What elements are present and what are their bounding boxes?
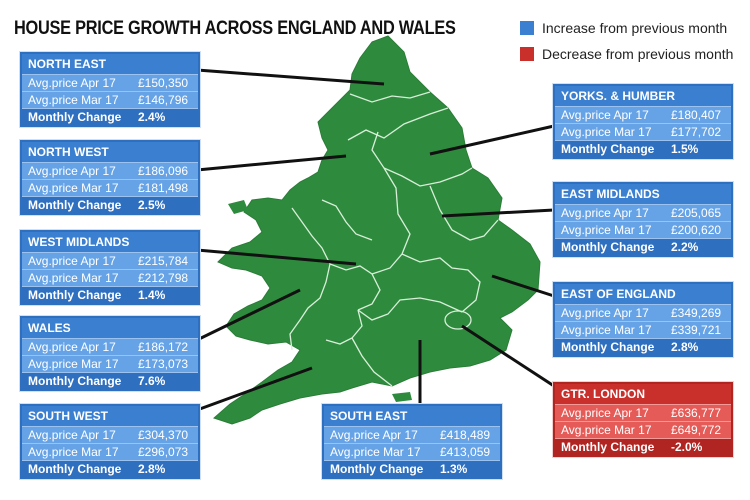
monthly-change: 2.2% bbox=[671, 240, 699, 254]
region-name: GTR. LONDON bbox=[561, 387, 645, 401]
mar-price: £296,073 bbox=[138, 445, 189, 459]
change-label: Monthly Change bbox=[561, 340, 655, 354]
monthly-change: 1.5% bbox=[671, 142, 699, 156]
mar-label: Avg.price Mar 17 bbox=[28, 357, 119, 371]
legend-increase: Increase from previous month bbox=[520, 20, 727, 36]
region-name: NORTH WEST bbox=[28, 145, 109, 159]
apr-price: £349,269 bbox=[671, 306, 722, 320]
legend-decrease-swatch bbox=[520, 47, 534, 61]
apr-price: £215,784 bbox=[138, 254, 189, 268]
region-card-east-midlands: EAST MIDLANDS Avg.price Apr 17 £205,065 A… bbox=[553, 182, 733, 257]
mar-price: £181,498 bbox=[138, 181, 189, 195]
leader-lines bbox=[196, 68, 555, 412]
apr-label: Avg.price Apr 17 bbox=[28, 76, 116, 90]
mar-price: £339,721 bbox=[671, 323, 722, 337]
change-label: Monthly Change bbox=[330, 462, 424, 476]
monthly-change: 2.5% bbox=[138, 198, 166, 212]
apr-price: £418,489 bbox=[440, 428, 491, 442]
region-card-east-of-england: EAST OF ENGLAND Avg.price Apr 17 £349,269… bbox=[553, 282, 733, 357]
monthly-change: 2.8% bbox=[138, 462, 166, 476]
apr-price: £205,065 bbox=[671, 206, 722, 220]
change-label: Monthly Change bbox=[28, 374, 122, 388]
region-name: SOUTH EAST bbox=[330, 409, 408, 423]
change-label: Monthly Change bbox=[28, 288, 122, 302]
change-label: Monthly Change bbox=[28, 198, 122, 212]
change-label: Monthly Change bbox=[561, 142, 655, 156]
monthly-change: 7.6% bbox=[138, 374, 166, 388]
mar-price: £200,620 bbox=[671, 223, 722, 237]
change-label: Monthly Change bbox=[28, 110, 122, 124]
map-isle-of-wight bbox=[392, 392, 412, 402]
mar-label: Avg.price Mar 17 bbox=[28, 181, 119, 195]
mar-label: Avg.price Mar 17 bbox=[28, 271, 119, 285]
region-card-south-east: SOUTH EAST Avg.price Apr 17 £418,489 Avg.… bbox=[322, 404, 502, 479]
mar-label: Avg.price Mar 17 bbox=[28, 445, 119, 459]
region-name: EAST MIDLANDS bbox=[561, 187, 660, 201]
apr-price: £186,096 bbox=[138, 164, 189, 178]
apr-price: £304,370 bbox=[138, 428, 189, 442]
legend-decrease-label: Decrease from previous month bbox=[542, 46, 734, 62]
apr-price: £150,350 bbox=[138, 76, 189, 90]
apr-label: Avg.price Apr 17 bbox=[28, 254, 116, 268]
region-name: NORTH EAST bbox=[28, 57, 106, 71]
mar-label: Avg.price Mar 17 bbox=[28, 93, 119, 107]
map-anglesey bbox=[228, 200, 248, 214]
region-name: EAST OF ENGLAND bbox=[561, 287, 676, 301]
region-card-south-west: SOUTH WEST Avg.price Apr 17 £304,370 Avg.… bbox=[20, 404, 200, 479]
legend-decrease: Decrease from previous month bbox=[520, 46, 733, 62]
mar-label: Avg.price Mar 17 bbox=[561, 323, 652, 337]
region-name: SOUTH WEST bbox=[28, 409, 108, 423]
page-title: HOUSE PRICE GROWTH ACROSS ENGLAND AND WA… bbox=[14, 18, 456, 39]
region-card-greater-london: GTR. LONDON Avg.price Apr 17 £636,777 Avg… bbox=[553, 382, 733, 457]
monthly-change: 2.4% bbox=[138, 110, 166, 124]
mar-price: £649,772 bbox=[671, 423, 722, 437]
apr-price: £180,407 bbox=[671, 108, 722, 122]
apr-label: Avg.price Apr 17 bbox=[28, 428, 116, 442]
apr-price: £186,172 bbox=[138, 340, 189, 354]
apr-label: Avg.price Apr 17 bbox=[28, 164, 116, 178]
mar-price: £146,796 bbox=[138, 93, 189, 107]
mar-price: £173,073 bbox=[138, 357, 189, 371]
region-name: YORKS. & HUMBER bbox=[561, 89, 676, 103]
legend-increase-swatch bbox=[520, 21, 534, 35]
change-label: Monthly Change bbox=[561, 240, 655, 254]
apr-price: £636,777 bbox=[671, 406, 722, 420]
mar-label: Avg.price Mar 17 bbox=[561, 223, 652, 237]
region-name: WEST MIDLANDS bbox=[28, 235, 130, 249]
mar-label: Avg.price Mar 17 bbox=[561, 423, 652, 437]
monthly-change: 2.8% bbox=[671, 340, 699, 354]
change-label: Monthly Change bbox=[561, 440, 655, 454]
mar-price: £413,059 bbox=[440, 445, 491, 459]
mar-label: Avg.price Mar 17 bbox=[330, 445, 421, 459]
monthly-change: 1.4% bbox=[138, 288, 166, 302]
region-name: WALES bbox=[28, 321, 71, 335]
region-card-yorks-humber: YORKS. & HUMBER Avg.price Apr 17 £180,407… bbox=[553, 84, 733, 159]
region-card-north-west: NORTH WEST Avg.price Apr 17 £186,096 Avg.… bbox=[20, 140, 200, 215]
mar-price: £177,702 bbox=[671, 125, 722, 139]
apr-label: Avg.price Apr 17 bbox=[561, 108, 649, 122]
region-card-wales: WALES Avg.price Apr 17 £186,172 Avg.price… bbox=[20, 316, 200, 391]
region-card-north-east: NORTH EAST Avg.price Apr 17 £150,350 Avg.… bbox=[20, 52, 200, 127]
region-boundaries bbox=[289, 91, 499, 387]
apr-label: Avg.price Apr 17 bbox=[28, 340, 116, 354]
apr-label: Avg.price Apr 17 bbox=[561, 306, 649, 320]
apr-label: Avg.price Apr 17 bbox=[561, 206, 649, 220]
apr-label: Avg.price Apr 17 bbox=[561, 406, 649, 420]
mar-price: £212,798 bbox=[138, 271, 189, 285]
region-card-west-midlands: WEST MIDLANDS Avg.price Apr 17 £215,784 A… bbox=[20, 230, 200, 305]
map-landmass bbox=[213, 35, 541, 425]
apr-label: Avg.price Apr 17 bbox=[330, 428, 418, 442]
legend-increase-label: Increase from previous month bbox=[542, 20, 728, 36]
change-label: Monthly Change bbox=[28, 462, 122, 476]
monthly-change: 1.3% bbox=[440, 462, 468, 476]
mar-label: Avg.price Mar 17 bbox=[561, 125, 652, 139]
monthly-change: -2.0% bbox=[671, 440, 703, 454]
